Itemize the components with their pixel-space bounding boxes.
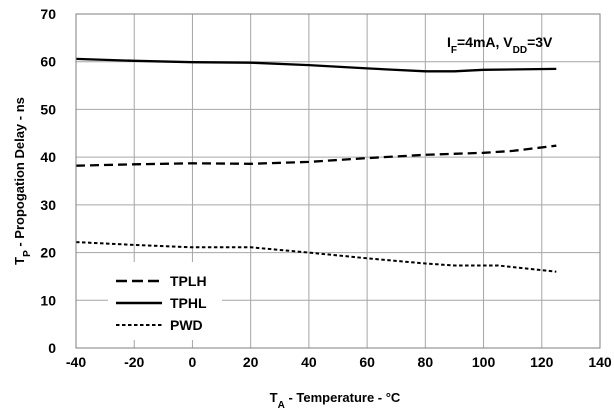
y-axis-title-rest: - Propogation Delay - ns [12,97,27,250]
annotation-subscript: DD [513,45,527,56]
x-tick-label: -20 [124,354,144,370]
y-tick-label: 50 [40,101,56,117]
annotation-text: =3V [527,34,553,50]
series-lines [75,57,557,273]
test-conditions-annotation: IF=4mA, VDD=3V [447,34,553,56]
annotation-text: I [447,34,451,50]
annotation-text: =4mA, V [457,34,513,50]
x-tick-label: 100 [472,354,496,370]
y-axis-title-main: T [12,257,27,265]
y-tick-label: 10 [40,292,56,308]
y-tick-label: 60 [40,54,56,70]
y-tick-label: 30 [40,197,56,213]
legend-background [108,262,222,340]
tick-labels: -40 -20 0 20 40 60 80 100 120 140 0 10 20 30 40 50 60 70 [40,6,611,370]
series-line-pwd [75,241,557,273]
plot-frame [75,13,601,349]
x-tick-label: 40 [301,354,317,370]
y-tick-label: 0 [48,340,56,356]
x-tick-label: 60 [359,354,375,370]
x-tick-label: 120 [530,354,554,370]
y-tick-label: 70 [40,6,56,22]
y-axis-title-subscript: P [22,250,33,257]
legend: TPLH TPHL PWD [108,262,222,340]
y-tick-label: 40 [40,149,56,165]
series-line-tphl [75,57,557,73]
legend-label-tplh: TPLH [170,273,207,289]
x-axis-title-main: T [270,390,278,405]
x-axis-title-subscript: A [278,400,285,411]
x-tick-label: 20 [243,354,259,370]
x-tick-label: -40 [66,354,86,370]
axes [75,13,601,349]
x-axis-title-rest: - Temperature - °C [285,390,401,405]
legend-label-tphl: TPHL [170,295,207,311]
x-axis-title: TA - Temperature - °C [270,390,401,411]
annotation-subscript: F [451,45,457,56]
series-line-tplh [75,144,557,167]
x-tick-label: 80 [418,354,434,370]
x-tick-label: 140 [588,354,612,370]
legend-label-pwd: PWD [170,317,203,333]
y-axis-title: TP - Propogation Delay - ns [12,97,33,265]
x-tick-label: 0 [189,354,197,370]
y-tick-label: 20 [40,245,56,261]
